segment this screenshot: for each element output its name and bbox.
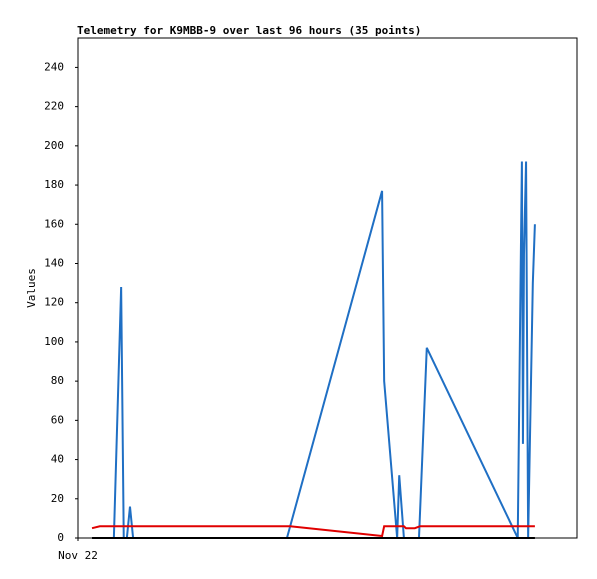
y-tick-label: 200: [44, 139, 64, 152]
y-tick-label: 240: [44, 60, 64, 73]
x-tick-label: Nov 22: [58, 549, 98, 562]
chart-title: Telemetry for K9MBB-9 over last 96 hours…: [77, 24, 421, 37]
y-tick-label: 220: [44, 100, 64, 113]
y-tick-label: 40: [51, 453, 64, 466]
y-tick-label: 180: [44, 178, 64, 191]
y-tick-label: 160: [44, 217, 64, 230]
y-tick-label: 20: [51, 492, 64, 505]
y-tick-label: 0: [57, 531, 64, 544]
y-tick-label: 100: [44, 335, 64, 348]
y-tick-label: 80: [51, 374, 64, 387]
series-line: [112, 161, 536, 539]
plot-frame: [77, 37, 578, 539]
y-axis-label: Values: [25, 268, 38, 308]
y-tick-label: 140: [44, 256, 64, 269]
series-line: [91, 525, 535, 538]
y-tick-label: 120: [44, 296, 64, 309]
y-tick-label: 60: [51, 413, 64, 426]
